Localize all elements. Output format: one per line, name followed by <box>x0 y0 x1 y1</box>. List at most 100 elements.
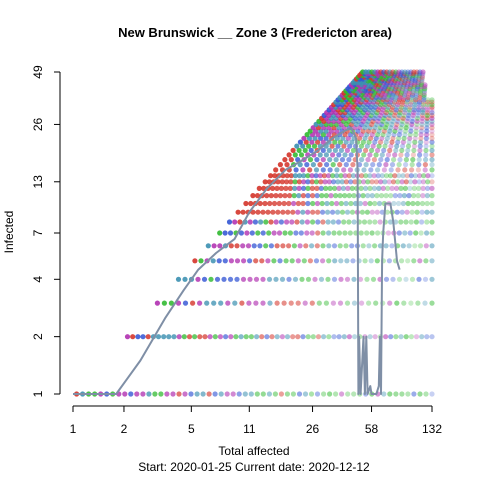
cloud-point <box>394 300 400 306</box>
cloud-point <box>314 243 320 249</box>
cloud-point <box>414 90 420 96</box>
cloud-point <box>237 219 243 225</box>
cloud-point <box>361 167 367 173</box>
cloud-point <box>272 391 278 397</box>
cloud-point <box>417 243 424 249</box>
cloud-point <box>424 110 430 116</box>
cloud-point <box>207 334 213 340</box>
cloud-point <box>404 97 411 103</box>
cloud-point <box>225 300 231 306</box>
cloud-point <box>217 230 223 236</box>
cloud-point <box>341 334 347 340</box>
cloud-point <box>212 391 218 397</box>
cloud-point <box>228 334 234 340</box>
cloud-point <box>405 391 411 397</box>
cloud-point <box>382 143 388 149</box>
cloud-point <box>399 147 405 153</box>
cloud-point <box>192 258 198 264</box>
cloud-point <box>326 243 332 249</box>
cloud-point <box>423 135 429 141</box>
cloud-point <box>204 300 210 306</box>
cloud-point <box>397 94 403 101</box>
cloud-point <box>242 391 248 397</box>
cloud-point <box>359 157 365 163</box>
cloud-point <box>258 219 264 225</box>
cloud-point <box>158 391 164 397</box>
cloud-point <box>416 107 422 113</box>
cloud-point <box>300 143 306 149</box>
cloud-point <box>205 243 211 249</box>
cloud-point <box>346 193 352 199</box>
cloud-point <box>343 243 349 249</box>
cloud-point <box>268 243 274 249</box>
cloud-point <box>332 139 338 145</box>
cloud-point <box>161 334 167 340</box>
cloud-point <box>309 230 315 236</box>
cloud-point <box>277 193 283 199</box>
cloud-point <box>400 139 406 145</box>
cloud-point <box>423 391 429 397</box>
cloud-point <box>383 334 389 340</box>
cloud-point <box>309 243 315 249</box>
cloud-point <box>392 193 398 199</box>
cloud-point <box>265 209 271 215</box>
cloud-point <box>304 219 310 225</box>
cloud-point <box>405 258 411 264</box>
cloud-point <box>227 230 234 236</box>
cloud-point <box>252 219 258 225</box>
cloud-point <box>266 276 273 282</box>
cloud-point <box>296 147 302 153</box>
cloud-point <box>327 391 333 397</box>
cloud-point <box>197 300 203 306</box>
cloud-point <box>300 334 306 340</box>
cloud-point <box>429 185 435 191</box>
cloud-point <box>420 104 426 110</box>
chart-title: New Brunswick __ Zone 3 (Fredericton are… <box>118 25 392 40</box>
cloud-point <box>429 121 435 127</box>
cloud-point <box>320 243 326 249</box>
cloud-point <box>367 173 373 179</box>
cloud-point <box>347 230 353 236</box>
cloud-point <box>306 143 312 149</box>
cloud-point <box>243 334 249 340</box>
cloud-point <box>413 92 419 98</box>
cloud-point <box>328 193 334 199</box>
cloud-point <box>297 243 303 249</box>
cloud-point <box>418 128 424 134</box>
cloud-point <box>417 173 423 179</box>
cloud-point <box>417 391 423 397</box>
cloud-point <box>410 157 416 163</box>
cloud-point <box>295 209 301 215</box>
cloud-point <box>420 179 426 185</box>
cloud-point <box>425 173 431 179</box>
cloud-point <box>338 173 344 179</box>
cloud-point <box>407 135 413 141</box>
cloud-point <box>409 78 415 84</box>
cloud-point <box>321 391 327 397</box>
cloud-point <box>331 243 338 249</box>
cloud-point <box>283 258 289 264</box>
cloud-point <box>415 80 421 86</box>
cloud-point <box>421 173 427 179</box>
cloud-point <box>398 125 404 131</box>
cloud-point <box>254 193 261 199</box>
cloud-point <box>316 300 322 306</box>
cloud-point <box>307 167 313 173</box>
x-axis: 1 2 5 11 26 58 132 <box>70 405 442 436</box>
cloud-point <box>217 334 223 340</box>
cloud-point <box>227 276 234 282</box>
cloud-point <box>321 334 327 340</box>
cloud-point <box>429 334 435 340</box>
cloud-point <box>285 209 291 215</box>
cloud-point <box>356 147 363 153</box>
cloud-point <box>333 193 339 199</box>
cloud-point <box>240 209 246 215</box>
cloud-point <box>240 243 246 249</box>
cloud-point <box>301 135 307 141</box>
cloud-point <box>379 173 385 179</box>
cloud-point <box>381 115 387 121</box>
cloud-point <box>381 391 387 397</box>
cloud-point <box>429 147 435 153</box>
cloud-point <box>294 143 300 149</box>
